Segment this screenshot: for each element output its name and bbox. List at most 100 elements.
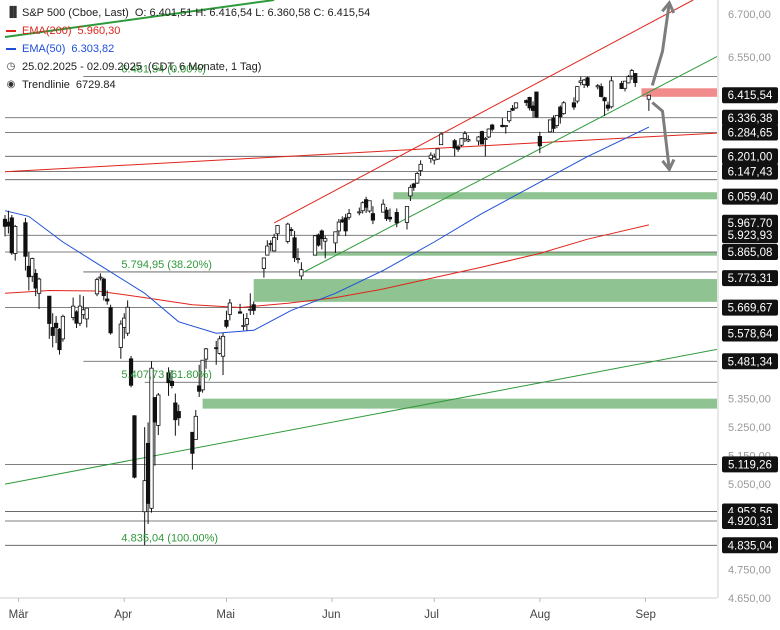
price-level-tag: 5.481,34	[722, 353, 778, 370]
candle-body-up	[272, 237, 277, 252]
candle	[108, 304, 113, 335]
candle-body-down	[527, 96, 532, 109]
price-tag-text: 6.059,40	[728, 192, 773, 204]
candle	[101, 277, 106, 301]
candle	[466, 135, 471, 143]
candle	[275, 225, 280, 241]
candle	[582, 78, 587, 88]
candle	[340, 216, 345, 223]
candle	[364, 196, 369, 214]
support-zone	[393, 192, 717, 200]
x-tick-label: Apr	[114, 609, 132, 621]
candle-body-up	[629, 70, 634, 77]
candle-body-down	[411, 183, 416, 188]
candle-body-up	[466, 139, 471, 142]
candle-body-down	[599, 86, 604, 97]
candle	[220, 332, 226, 376]
candle-body-up	[312, 235, 318, 256]
candle-body-down	[224, 319, 229, 327]
candle	[292, 230, 297, 262]
price-level-tag: 6.201,00	[722, 148, 778, 165]
candle	[503, 125, 508, 134]
candle	[98, 273, 103, 281]
candle-body-up	[503, 125, 508, 127]
candle-body-up	[462, 133, 468, 140]
candle-body-down	[551, 117, 556, 129]
price-level-tag: 6.336,38	[722, 109, 778, 126]
legend-trend-row: ◉ Trendlinie 6729.84	[6, 76, 370, 94]
candle-body-up	[118, 323, 123, 348]
candle-body-down	[173, 402, 178, 421]
price-tag-box	[722, 214, 778, 231]
candle	[455, 144, 461, 152]
arrow-up-scenario-head	[661, 0, 676, 14]
candle-body-up	[483, 137, 488, 140]
candle	[599, 83, 604, 98]
price-tag-box	[722, 243, 778, 260]
candle	[626, 74, 631, 84]
candle-body-up	[84, 307, 89, 320]
candle	[105, 290, 110, 305]
candle	[387, 208, 393, 222]
candle-body-down	[292, 237, 297, 259]
legend-symbol-row: ▐▌ S&P 500 (Cboe, Last) O: 6.401,51 H: 6…	[6, 4, 370, 22]
candle-body-down	[370, 213, 376, 221]
price-tag-text: 6.201,00	[728, 151, 773, 163]
legend-trend-value: 6729.84	[75, 79, 116, 91]
candle	[176, 404, 181, 426]
candle-body-up	[622, 80, 628, 89]
candle-body-up	[609, 80, 614, 108]
price-tag-text: 5.773,31	[728, 273, 773, 285]
legend-period-row: ◷ 25.02.2025 - 02.09.2025 (CDT, 6 Monate…	[6, 58, 370, 76]
candle-body-down	[510, 108, 515, 111]
candle	[237, 303, 243, 314]
ohlc-bars-icon[interactable]: ▐▌	[6, 7, 21, 18]
candle	[122, 313, 127, 339]
candle	[537, 131, 542, 154]
price-tag-box	[722, 353, 778, 370]
candle-body-down	[176, 411, 181, 419]
candle-body-up	[357, 211, 362, 214]
price-tag-text: 5.967,70	[728, 218, 773, 230]
candle	[23, 217, 28, 271]
candle	[408, 184, 413, 202]
legend-period-info: (CDT, 6 Monate, 1 Tag)	[147, 61, 262, 73]
candle	[285, 222, 290, 244]
ema50-swatch	[6, 48, 16, 50]
candle-body-up	[265, 245, 270, 256]
candle	[602, 96, 607, 116]
x-tick-label: Mai	[216, 609, 235, 621]
candle-body-up	[595, 85, 600, 88]
candle	[193, 410, 198, 440]
price-tag-text: 6.284,65	[728, 128, 773, 140]
candle-body-up	[435, 148, 440, 160]
price-tag-box	[722, 299, 778, 316]
candle-body-down	[9, 217, 14, 254]
candle	[251, 301, 256, 315]
candle-body-down	[237, 311, 243, 314]
candle-body-down	[479, 131, 485, 145]
candle	[462, 130, 468, 143]
candle-body-up	[476, 136, 481, 142]
candle-body-up	[81, 309, 86, 316]
candle	[578, 76, 583, 86]
candle-body-up	[336, 221, 341, 232]
candle	[190, 431, 195, 470]
candle	[428, 152, 433, 163]
candle	[319, 229, 324, 250]
candle-body-down	[633, 73, 638, 83]
candle-body-up	[459, 138, 464, 146]
candle	[551, 115, 556, 133]
price-level-tag: 4.920,31	[722, 513, 778, 530]
green-long-trendline	[4, 348, 717, 485]
candle	[435, 148, 440, 161]
candle-body-up	[507, 110, 512, 122]
price-level-tag: 5.119,26	[722, 456, 778, 473]
candle-body-down	[534, 91, 539, 118]
plot-area: 6.481,34 (0.00%) 5.794,95 (38.20%) 5.407,7…	[2, 0, 717, 546]
candle-body-down	[132, 415, 137, 478]
candle-body-down	[319, 230, 324, 240]
candle-body-down	[340, 219, 345, 223]
